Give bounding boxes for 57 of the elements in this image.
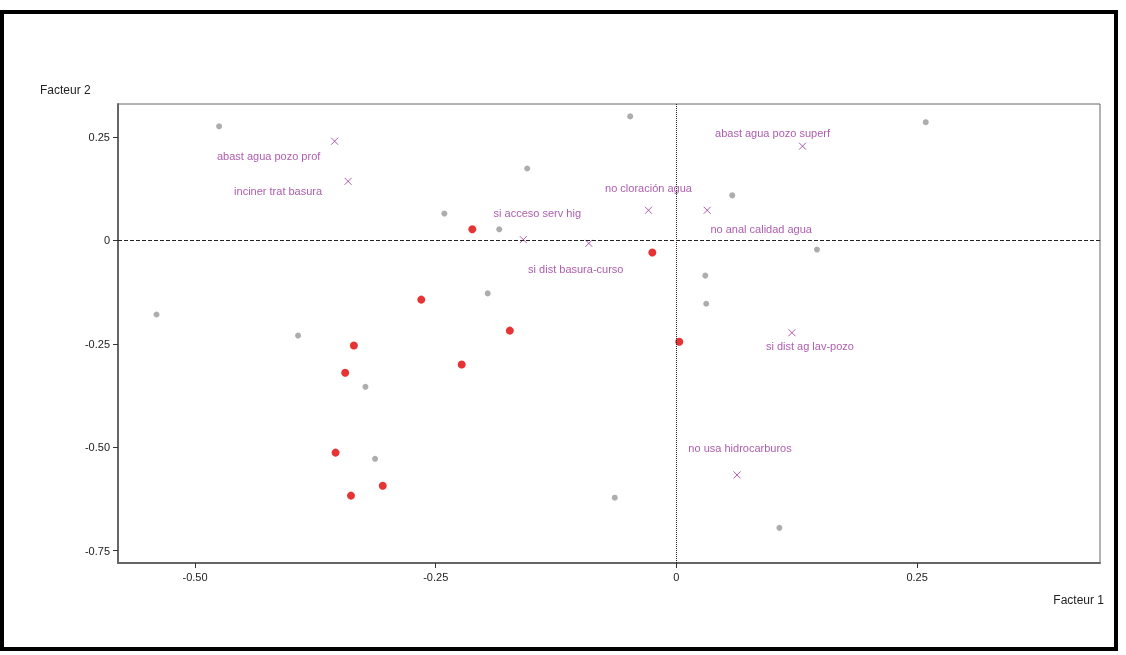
point — [584, 239, 593, 248]
annotation: no anal calidad agua — [710, 223, 813, 236]
point — [295, 332, 302, 339]
point — [611, 494, 618, 501]
point — [417, 295, 426, 304]
point — [729, 192, 736, 199]
point — [675, 337, 684, 346]
annotation: no cloración agua — [605, 182, 693, 195]
point — [346, 491, 355, 500]
point — [378, 481, 387, 490]
point — [372, 455, 379, 462]
point — [787, 328, 796, 337]
point — [216, 123, 223, 130]
x-tick-label: 0 — [673, 570, 680, 583]
annotation: abast agua pozo superf — [715, 127, 831, 140]
point — [341, 368, 350, 377]
point — [441, 210, 448, 217]
point — [644, 206, 653, 215]
x-tick-label: 0.25 — [906, 570, 928, 583]
y-tick-label: -0.25 — [84, 337, 110, 350]
point — [153, 311, 160, 318]
point — [702, 272, 709, 279]
point — [331, 448, 340, 457]
point — [627, 113, 634, 120]
point — [703, 300, 710, 307]
annotation: si dist ag lav-pozo — [765, 339, 854, 352]
x-tick-label: -0.25 — [423, 570, 449, 583]
y-tick-label: 0.25 — [88, 131, 110, 144]
y-axis-title: Facteur 2 — [40, 83, 92, 97]
point — [344, 177, 353, 186]
point — [703, 206, 712, 215]
point — [505, 326, 514, 335]
point — [776, 524, 783, 531]
y-tick-label: -0.75 — [84, 544, 110, 557]
annotation: abast agua pozo prof — [216, 150, 322, 163]
x-tick-label: -0.50 — [182, 570, 208, 583]
point — [813, 246, 820, 253]
point — [922, 119, 929, 126]
x-axis-title: Facteur 1 — [1053, 593, 1105, 607]
annotation: si dist basura-curso — [528, 263, 624, 276]
point — [798, 142, 807, 151]
annotation: inciner trat basura — [234, 185, 323, 198]
point — [457, 360, 466, 369]
annotation: si acceso serv hig — [493, 206, 582, 219]
point — [468, 225, 477, 234]
point — [524, 165, 531, 172]
point — [362, 383, 369, 390]
y-tick-label: -0.50 — [84, 441, 110, 454]
point — [519, 235, 528, 244]
point — [733, 470, 742, 479]
point — [349, 341, 358, 350]
point — [330, 137, 339, 146]
point — [484, 290, 491, 297]
y-tick-label: 0 — [103, 234, 110, 247]
annotation: no usa hidrocarburos — [688, 441, 793, 454]
point — [648, 248, 657, 257]
point — [496, 226, 503, 233]
